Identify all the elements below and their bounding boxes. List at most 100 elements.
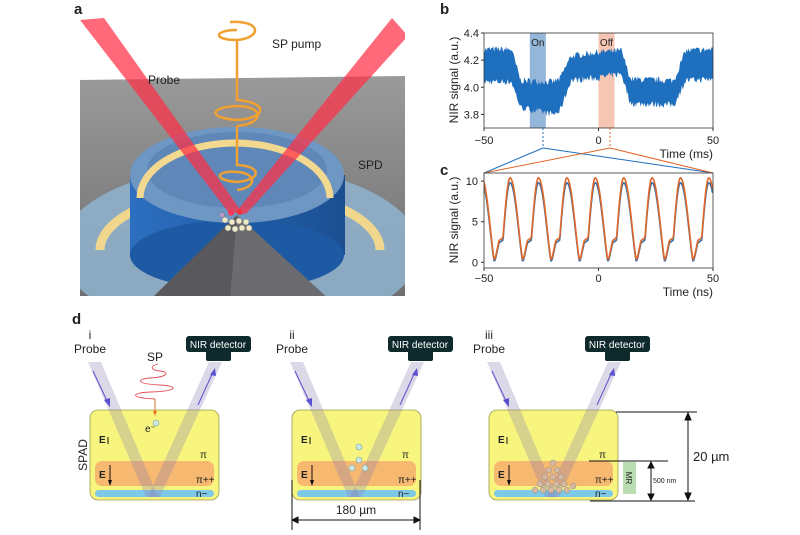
chart-b-xlabel: Time (ms) <box>659 147 713 161</box>
x-tick-label: 0 <box>595 273 601 285</box>
sub-label: i <box>89 328 92 342</box>
e-field-label: E <box>99 435 106 446</box>
panel-label-d: d <box>72 311 81 328</box>
panel-label-c: c <box>440 162 448 179</box>
pi-pp-label: π++ <box>196 475 215 486</box>
n-minus-label: n− <box>196 489 208 500</box>
electron-icon <box>348 464 356 472</box>
nir-detector <box>388 336 453 352</box>
probe-beam <box>290 362 360 497</box>
probe-beam <box>487 362 557 497</box>
mr-region <box>623 462 636 494</box>
dimension-20um <box>589 411 697 502</box>
x-tick-label: −50 <box>475 135 494 147</box>
sub-label: iii <box>485 328 493 342</box>
mr-thickness-label: 500 nm <box>653 478 677 485</box>
probe-label: Probe <box>74 342 106 356</box>
electron-icon <box>569 482 577 490</box>
electron-icon <box>544 480 552 488</box>
chart-c-xlabel: Time (ns) <box>663 285 713 299</box>
spad-label: SPAD <box>76 439 90 471</box>
electron-icon <box>152 419 160 427</box>
pi-label: π <box>402 450 409 461</box>
chart-c-ylabel: NIR signal (a.u.) <box>447 177 461 264</box>
e-field-label: E <box>498 435 505 446</box>
n-layer <box>494 490 613 497</box>
pi-pp-layer <box>494 461 613 486</box>
electron-icon <box>560 480 568 488</box>
arrow-icon <box>210 368 216 376</box>
electron-icon <box>536 480 544 488</box>
y-tick-label: 0 <box>472 257 478 269</box>
probe-label-a: Probe <box>148 73 180 87</box>
electron-icon <box>361 464 369 472</box>
probe-label: Probe <box>276 342 308 356</box>
y-tick-label: 4.4 <box>464 28 479 40</box>
sp-pump-spiral <box>214 20 262 192</box>
pi-label: π <box>200 450 207 461</box>
height-label: 20 µm <box>693 449 729 464</box>
probe-beam <box>88 362 158 497</box>
e-field-label: E <box>498 470 505 481</box>
electron-icon <box>531 486 539 494</box>
n-minus-label: n− <box>595 489 607 500</box>
n-layer <box>297 490 416 497</box>
chart-b-ylabel: NIR signal (a.u.) <box>447 37 461 124</box>
electron-icon <box>549 473 557 481</box>
trace-off <box>484 176 713 260</box>
y-tick-label: 3.8 <box>464 109 479 121</box>
dimension-180um <box>290 480 422 530</box>
y-tick-label: 4.0 <box>464 82 479 94</box>
pi-pp-label: π++ <box>398 475 417 486</box>
nir-detector-label: NIR detector <box>589 340 646 351</box>
mr-label: MR <box>624 472 633 485</box>
probe-label: Probe <box>473 342 505 356</box>
arrow-icon <box>609 368 615 376</box>
electron-icon <box>555 486 563 494</box>
arrow-icon <box>503 398 509 407</box>
panel-label-b: b <box>440 1 449 18</box>
reflected-beam <box>148 362 222 497</box>
nir-detector <box>585 336 650 352</box>
electron-icon <box>355 443 363 451</box>
zoom-connectors <box>483 128 714 174</box>
reflected-beam <box>350 362 424 497</box>
pi-pp-label: π++ <box>595 475 614 486</box>
n-layer <box>95 490 214 497</box>
electron-icon <box>547 486 555 494</box>
pi-pp-layer <box>95 461 214 486</box>
e-field-label: E <box>99 470 106 481</box>
width-label: 180 µm <box>336 503 376 517</box>
e-field-label: E <box>301 470 308 481</box>
sp-wave <box>135 363 174 400</box>
panel-a-illustration: Probe SP pump SPD <box>80 18 405 296</box>
pi-pp-layer <box>297 461 416 486</box>
e-field-label: E <box>301 435 308 446</box>
probe-beams <box>80 18 405 214</box>
y-tick-label: 4.2 <box>464 55 479 67</box>
electron-icon <box>553 466 561 474</box>
x-tick-label: 50 <box>707 135 719 147</box>
x-tick-label: 50 <box>707 273 719 285</box>
nir-detector-label: NIR detector <box>392 340 449 351</box>
sp-label: SP <box>147 350 163 364</box>
electron-icon <box>557 473 565 481</box>
nir-detector-label: NIR detector <box>190 340 247 351</box>
electron-icon <box>545 466 553 474</box>
band-label: Off <box>600 38 613 49</box>
arrow-icon <box>412 368 418 376</box>
arrow-icon <box>306 398 312 407</box>
chart-c: −50 0 50 0 5 10 Time (ns) NIR signal (a.u.) <box>447 172 719 299</box>
pi-label: π <box>599 450 606 461</box>
electron-icon <box>541 473 549 481</box>
electron-icon <box>563 486 571 494</box>
panel-label-a: a <box>74 1 83 18</box>
n-minus-label: n− <box>398 489 410 500</box>
electron-icon <box>355 456 363 464</box>
arrow-icon <box>104 398 110 407</box>
electron-label: e⁻ <box>145 424 156 435</box>
x-tick-label: −50 <box>475 273 494 285</box>
